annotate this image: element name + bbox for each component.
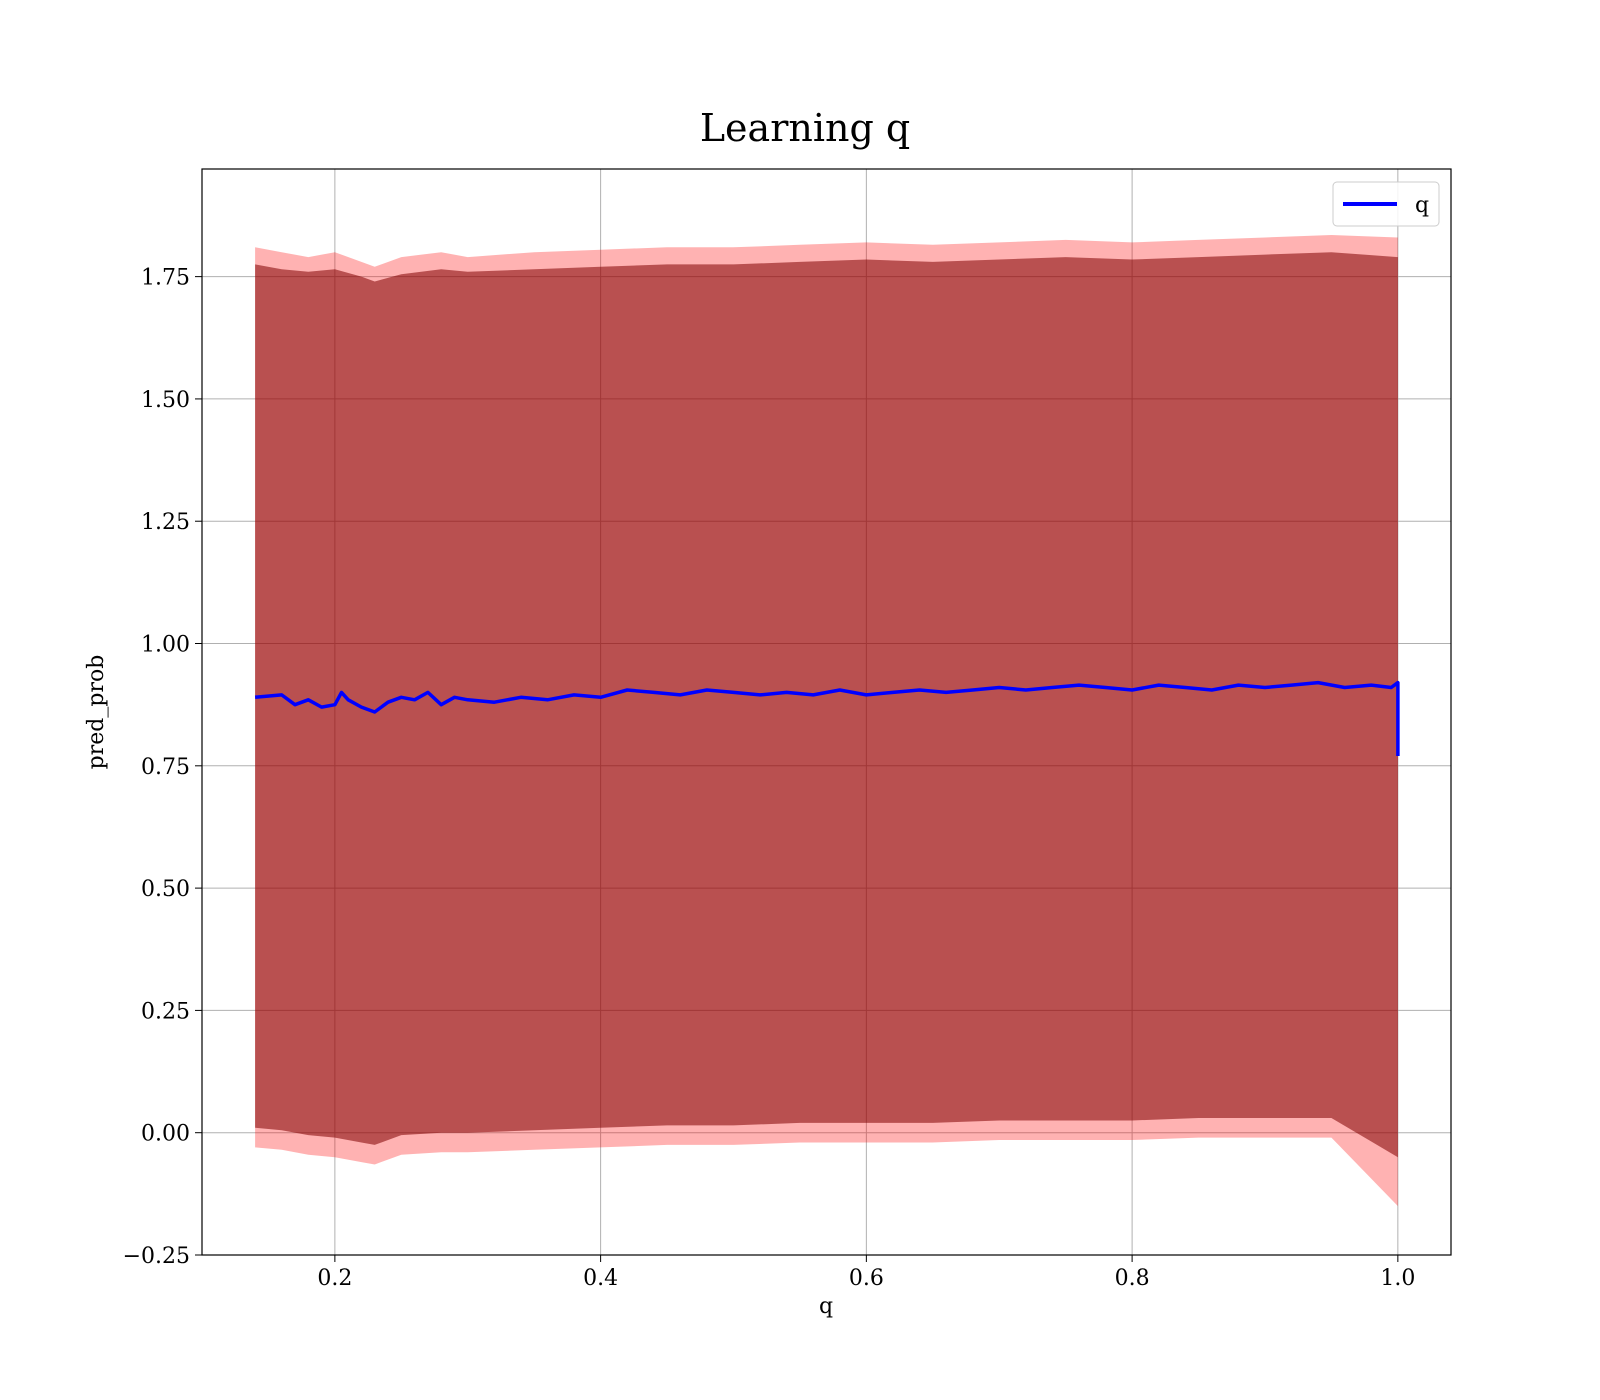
y-tick-label: 0.25 [141, 999, 190, 1024]
y-tick-label: 0.50 [141, 877, 190, 902]
y-axis: −0.25 0.00 0.25 0.50 0.75 1.00 1.25 1.50 1.75 [123, 266, 202, 1269]
y-tick-label: 1.50 [141, 388, 190, 413]
legend-label: q [1415, 193, 1429, 218]
chart-title: Learning q [700, 106, 910, 150]
y-tick-label: 0.00 [141, 1122, 190, 1147]
x-axis-label: q [819, 1294, 833, 1319]
y-tick-label: −0.25 [123, 1244, 190, 1269]
x-tick-label: 1.0 [1380, 1266, 1415, 1291]
x-tick-label: 0.4 [583, 1266, 618, 1291]
x-tick-label: 0.6 [849, 1266, 884, 1291]
y-tick-label: 1.75 [141, 266, 190, 291]
y-tick-label: 1.25 [141, 510, 190, 535]
y-axis-label: pred_prob [84, 655, 109, 770]
y-tick-label: 1.00 [141, 633, 190, 658]
confidence-band-1 [255, 252, 1398, 1158]
x-tick-label: 0.8 [1115, 1266, 1150, 1291]
series-lines [254, 680, 1400, 756]
legend: q [1332, 181, 1440, 227]
x-tick-label: 0.2 [317, 1266, 352, 1291]
plot-frame [201, 168, 1452, 1256]
series-line-0 [254, 680, 1400, 756]
x-axis: 0.2 0.4 0.6 0.8 1.0 [317, 1255, 1415, 1291]
confidence-bands [255, 235, 1398, 1207]
y-tick-label: 0.75 [141, 755, 190, 780]
